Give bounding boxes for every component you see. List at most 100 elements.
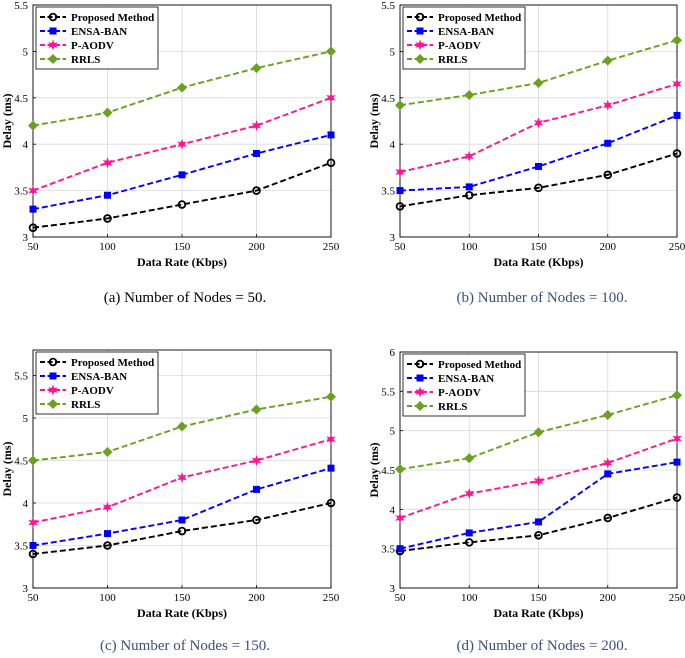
data-point — [673, 111, 681, 119]
y-tick-label: 5 — [390, 426, 396, 438]
x-tick-label: 250 — [669, 592, 685, 604]
data-point — [102, 157, 113, 169]
data-point — [672, 149, 682, 158]
y-axis-label: Delay (ms) — [0, 94, 14, 149]
legend: Proposed Method ENSA-BAN P-AODV RRLS — [35, 6, 159, 70]
data-point — [602, 55, 613, 66]
plot-frame — [399, 4, 678, 238]
legend-swatch-marker — [414, 400, 426, 412]
data-point — [534, 183, 543, 193]
data-point — [602, 457, 613, 469]
data-point — [464, 190, 474, 200]
data-point — [28, 517, 38, 529]
legend-swatch-marker — [47, 398, 59, 410]
data-point — [396, 545, 404, 553]
data-point — [251, 63, 262, 74]
series-rrls — [394, 390, 683, 475]
data-point — [253, 485, 260, 493]
legend-entry: RRLS — [438, 401, 467, 413]
data-point — [102, 107, 113, 118]
series-p-aodv — [28, 433, 336, 529]
data-point — [103, 214, 112, 223]
y-tick-label: 3.5 — [14, 541, 28, 553]
series-proposed-method — [28, 158, 336, 233]
y-tick-label: 5.5 — [14, 0, 28, 12]
legend-entry: P-AODV — [438, 40, 481, 52]
panel-caption: (d) Number of Nodes = 200. — [457, 638, 628, 654]
series-proposed-method — [28, 498, 336, 559]
x-tick-label: 100 — [99, 592, 116, 604]
y-tick-label: 5 — [23, 46, 29, 58]
x-tick-label: 100 — [461, 241, 478, 253]
y-tick-label: 4 — [390, 504, 396, 516]
series-rrls — [27, 46, 337, 131]
x-tick-label: 200 — [600, 592, 617, 604]
y-tick-label: 3.5 — [381, 544, 395, 556]
data-point — [104, 530, 111, 538]
data-point — [395, 512, 405, 524]
data-point — [672, 433, 682, 445]
data-point — [464, 538, 474, 547]
legend: Proposed Method ENSA-BAN P-AODV RRLS — [402, 6, 526, 70]
legend-swatch-marker — [415, 12, 425, 22]
legend-swatch-marker — [415, 39, 425, 51]
data-point — [102, 446, 113, 458]
series-proposed-method — [395, 149, 682, 211]
data-point — [395, 202, 405, 211]
chart-panel-1: 50 100 150 200 250 3 3.5 4 4.5 5 5.5 Proposed Metho… — [0, 0, 340, 306]
data-point — [465, 183, 473, 191]
data-point — [602, 409, 613, 420]
legend-entry: ENSA-BAN — [71, 371, 127, 383]
data-point — [177, 526, 187, 536]
x-tick-label: 50 — [28, 592, 40, 604]
y-tick-label: 3.5 — [14, 186, 28, 198]
x-tick-label: 200 — [248, 241, 265, 253]
data-point — [178, 516, 186, 524]
x-tick-label: 100 — [99, 241, 116, 253]
x-tick-label: 200 — [600, 241, 617, 253]
y-tick-label: 4.5 — [381, 465, 395, 477]
y-tick-label: 5 — [23, 413, 29, 425]
series-line — [32, 502, 332, 555]
legend: Proposed Method ENSA-BAN P-AODV RRLS — [402, 353, 526, 417]
y-axis-label: Delay (ms) — [367, 443, 381, 498]
x-tick-label: 150 — [530, 241, 547, 253]
data-point — [326, 433, 336, 445]
y-tick-label: 5.5 — [14, 371, 28, 383]
x-tick-label: 250 — [323, 592, 340, 604]
data-point — [672, 78, 682, 90]
legend-entry: Proposed Method — [71, 12, 154, 24]
data-point — [326, 498, 336, 508]
data-point — [327, 131, 335, 139]
panel-caption: (b) Number of Nodes = 100. — [457, 290, 628, 306]
data-point — [102, 501, 113, 513]
data-point — [29, 542, 37, 549]
data-point — [252, 515, 261, 525]
data-point — [27, 455, 39, 466]
x-axis-label: Data Rate (Kbps) — [494, 606, 584, 620]
legend-swatch-marker — [415, 386, 425, 398]
x-axis-label: Data Rate (Kbps) — [137, 606, 227, 620]
chart-panel-2: 50 100 150 200 250 3 3.5 4 4.5 5 5.5 Proposed Metho… — [367, 0, 685, 306]
y-tick-label: 3.5 — [381, 186, 395, 198]
data-point — [464, 150, 475, 162]
data-point — [326, 158, 336, 168]
legend-swatch-marker — [415, 359, 425, 369]
x-tick-label: 100 — [461, 592, 478, 604]
data-point — [104, 191, 111, 199]
data-point — [533, 77, 544, 88]
legend-swatch-marker — [48, 384, 58, 396]
data-point — [252, 186, 261, 195]
data-point — [672, 493, 682, 502]
data-point — [602, 99, 613, 111]
y-tick-label: 3 — [390, 583, 396, 595]
x-tick-label: 150 — [174, 241, 191, 253]
data-point — [327, 464, 335, 472]
data-point — [603, 513, 613, 523]
y-tick-label: 4.5 — [14, 93, 28, 105]
legend-swatch-marker — [414, 53, 426, 65]
series-ensa-ban — [396, 111, 681, 195]
x-tick-label: 250 — [323, 241, 340, 253]
data-point — [604, 139, 612, 147]
y-tick-label: 5.5 — [381, 386, 395, 398]
